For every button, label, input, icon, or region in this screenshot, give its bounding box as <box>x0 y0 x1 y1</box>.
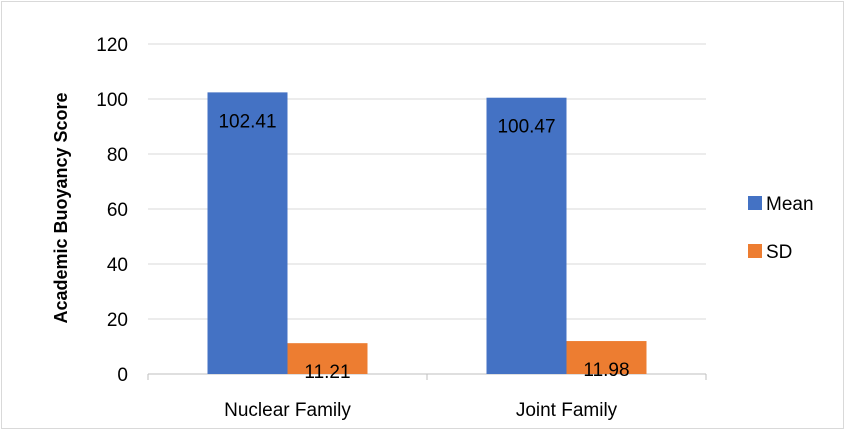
x-category-label: Joint Family <box>516 400 618 421</box>
bar-sd <box>566 341 647 374</box>
y-tick-label: 80 <box>107 145 128 166</box>
legend-swatch <box>748 196 762 210</box>
bar-mean <box>486 97 567 375</box>
legend-swatch <box>748 244 762 258</box>
bar-sd <box>287 343 368 374</box>
y-axis-title: Academic Buoyancy Score <box>51 92 71 323</box>
y-tick-label: 120 <box>96 35 128 56</box>
legend: Mean SD <box>748 194 814 263</box>
data-label: 100.47 <box>497 117 555 138</box>
data-label: 11.21 <box>304 362 350 383</box>
x-category-label: Nuclear Family <box>224 400 351 421</box>
y-tick-label: 60 <box>107 200 128 221</box>
data-labels: 102.41 11.21 100.47 11.98 <box>218 111 629 383</box>
bars <box>207 92 647 375</box>
data-label: 102.41 <box>218 111 276 132</box>
y-tick-label: 40 <box>107 255 128 276</box>
y-tick-label: 100 <box>96 90 128 111</box>
y-tick-label: 0 <box>117 365 128 386</box>
legend-label: SD <box>766 242 792 263</box>
data-label: 11.98 <box>583 360 629 381</box>
axes: 0 20 40 60 80 100 120 Nuclear Family Joint Famil… <box>96 35 707 421</box>
y-tick-label: 20 <box>107 310 128 331</box>
bar-mean <box>207 92 288 374</box>
legend-label: Mean <box>766 194 814 215</box>
